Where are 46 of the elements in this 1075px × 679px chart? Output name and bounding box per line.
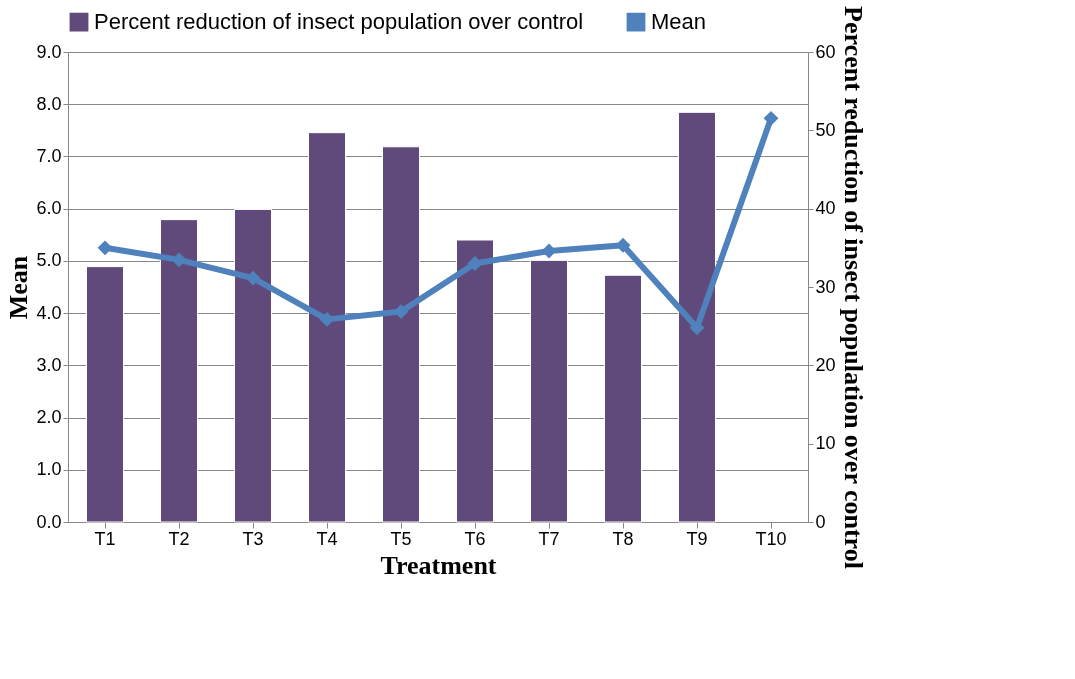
bar (160, 219, 198, 523)
bar (382, 146, 420, 523)
x-tick-label: T7 (538, 528, 560, 549)
y-tick-label: 4.0 (36, 302, 62, 323)
y2-tick-label: 20 (815, 354, 836, 375)
y-tick-label: 2.0 (36, 407, 62, 428)
bar (234, 208, 272, 523)
y-tick-label: 0.0 (36, 511, 62, 532)
y2-axis-title: Percent reduction of insect population over control (838, 6, 868, 569)
bar (604, 274, 642, 523)
y-tick-label: 5.0 (36, 250, 62, 271)
x-axis-title: Treatment (380, 550, 497, 580)
y-tick-label: 1.0 (36, 459, 62, 480)
point (689, 320, 705, 336)
y-tick-label: 9.0 (36, 41, 62, 62)
bar (456, 239, 494, 523)
y2-tick-label: 30 (815, 276, 836, 297)
bar (530, 259, 568, 523)
y-tick-label: 7.0 (36, 145, 62, 166)
bar (678, 111, 716, 523)
x-tick-label: T8 (612, 528, 634, 549)
point (97, 240, 113, 256)
y-axis-title: Mean (4, 255, 34, 320)
legend-label: Mean (651, 9, 707, 35)
y2-tick-label: 40 (815, 198, 836, 219)
x-tick-label: T2 (168, 528, 190, 549)
y2-tick-label: 0 (815, 511, 826, 532)
point (245, 270, 261, 286)
x-tick-label: T4 (316, 528, 338, 549)
point (319, 311, 335, 327)
point (763, 110, 779, 126)
y-tick-label: 8.0 (36, 93, 62, 114)
x-tick-label: T6 (464, 528, 486, 549)
y-tick-label: 6.0 (36, 198, 62, 219)
y2-tick-label: 60 (815, 41, 836, 62)
bar (86, 266, 124, 523)
x-tick-label: T3 (242, 528, 264, 549)
legend-label: Percent reduction of insect population over control (94, 9, 584, 35)
x-tick-label: T5 (390, 528, 412, 549)
y-tick-label: 3.0 (36, 354, 62, 375)
bar (308, 132, 346, 523)
x-tick-label: T10 (755, 528, 787, 549)
x-tick-label: T9 (686, 528, 708, 549)
y2-tick-label: 10 (815, 433, 836, 454)
x-tick-label: T1 (94, 528, 116, 549)
y2-tick-label: 50 (815, 119, 836, 140)
